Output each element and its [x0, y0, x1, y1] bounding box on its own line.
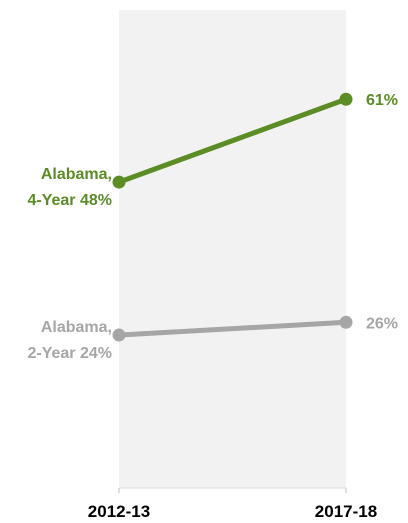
value-label-end: 26%: [366, 315, 398, 332]
series-name-label: Alabama,: [41, 319, 112, 336]
series-name-label: 4-Year 48%: [27, 192, 112, 209]
x-tick-label: 2012-13: [88, 502, 150, 521]
data-point: [340, 316, 353, 329]
data-point: [113, 329, 126, 342]
series-name-label: 2-Year 24%: [27, 345, 112, 362]
x-tick-label: 2017-18: [315, 502, 377, 521]
x-axis-ticks: [119, 488, 346, 493]
data-point: [113, 176, 126, 189]
data-point: [340, 93, 353, 106]
value-label-end: 61%: [366, 92, 398, 109]
x-axis-tick-labels: 2012-13 2017-18: [88, 502, 377, 521]
plot-background: [119, 10, 346, 488]
series-name-label: Alabama,: [41, 166, 112, 183]
